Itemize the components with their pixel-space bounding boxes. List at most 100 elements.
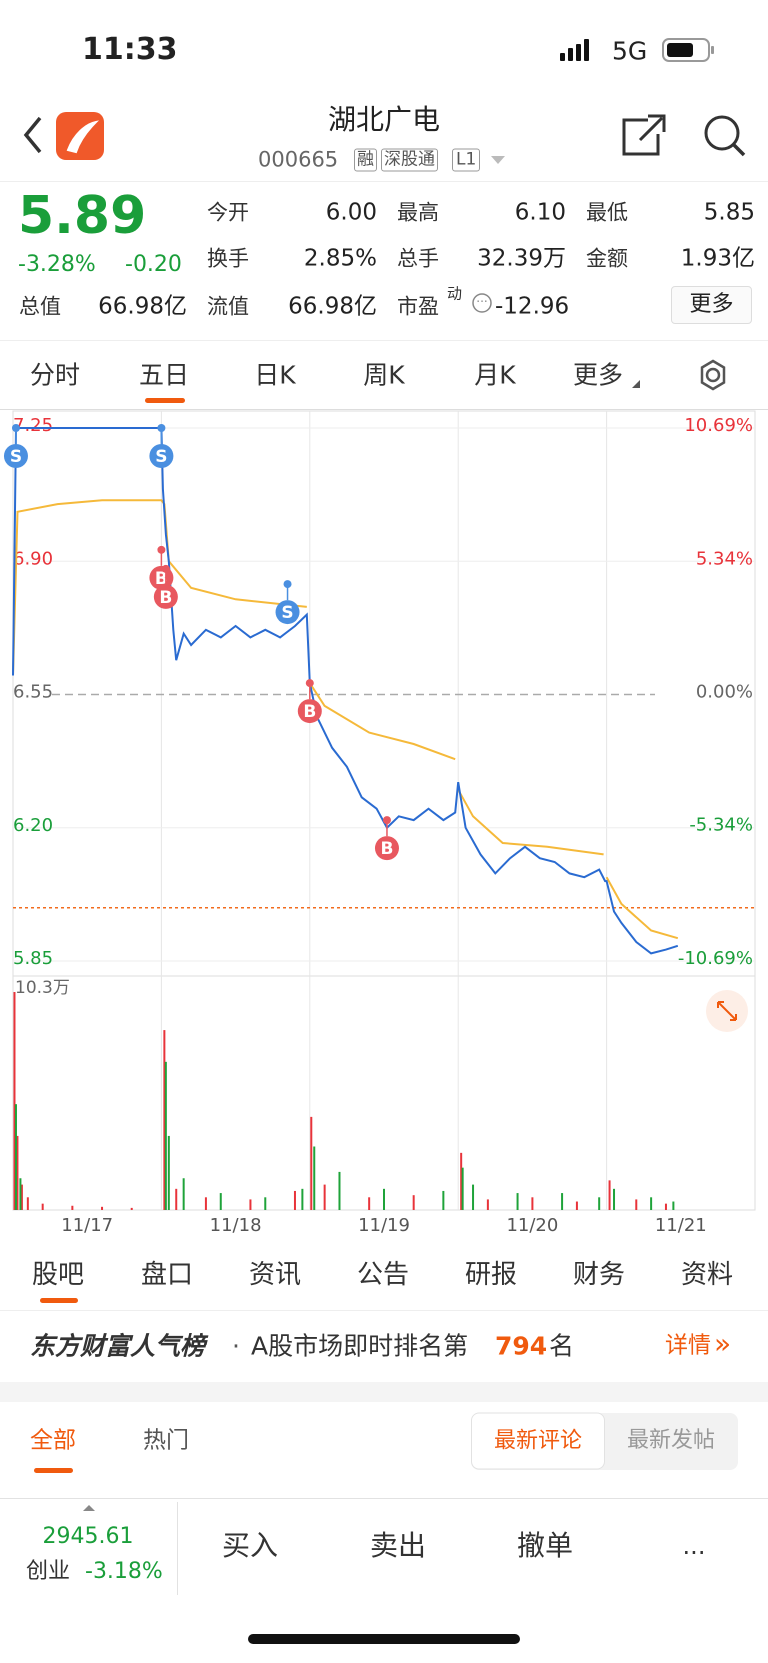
x-tick-label: 11/17 [61,1215,113,1236]
sell-button[interactable]: 卖出 [369,1529,427,1562]
tag: 融 [354,148,377,172]
toolbar-divider [177,1502,178,1595]
volume-bar [71,1205,74,1210]
volume-bar [310,1116,313,1210]
status-icons [560,38,714,62]
more-button[interactable]: 更多 [671,286,752,324]
x-tick-label: 11/18 [210,1215,262,1236]
share-button[interactable] [622,118,660,156]
filter[interactable]: 热门 [143,1427,189,1454]
section-tab-active[interactable]: 股吧 [31,1260,85,1290]
stat-label: 总手 [397,246,439,271]
tag: L1 [452,148,481,172]
volume-bar [175,1188,178,1210]
volume-bar [664,1203,667,1210]
section-tab[interactable]: 研报 [464,1260,518,1290]
trade-point [283,580,292,589]
volume-bar [130,1207,133,1210]
volume-bar [635,1199,638,1210]
section-tab[interactable]: 资料 [680,1260,734,1290]
tag: 深股通 [381,148,438,172]
stat-label: 最高 [397,200,439,225]
sort-option[interactable]: 最新发帖 [626,1428,716,1453]
search-button[interactable] [704,115,740,151]
filter-underline [34,1468,73,1473]
chart-tab[interactable]: 分时 [29,360,81,390]
stat-value: 2.85% [303,245,377,272]
trade-label: S [155,447,167,467]
stat-value: -12.96 [495,293,570,320]
volume-bar [313,1146,316,1210]
chart-tab[interactable]: 日K [254,360,296,390]
section-gap [0,1382,768,1402]
five-day-chart: 11/17 11/18 11/19 11/20 11/21 7.25 6.90 6.55 6.2… [3,410,756,1236]
tab-underline [40,1298,78,1303]
y2-tick-label: 0.00% [696,682,753,703]
sort-active[interactable]: 最新评论 [471,1412,605,1470]
trade-badge [275,600,300,625]
divider [0,1310,768,1311]
cancel-button[interactable]: 撤单 [516,1529,574,1562]
battery [662,38,710,62]
trade-label: S [281,603,293,623]
trade-badge [153,584,178,609]
signal-bar [576,44,581,61]
section-tab[interactable]: 公告 [356,1260,410,1290]
trade-badge [149,444,174,468]
section-tab[interactable]: 盘口 [140,1260,194,1290]
section-tab[interactable]: 资讯 [248,1260,302,1290]
volume-bar [412,1195,415,1210]
volume-bar [650,1197,653,1210]
info-circle [472,293,492,313]
index-name: 创业 [26,1559,71,1584]
info-icon[interactable]: ··· [471,292,493,314]
chart-tab[interactable]: 月K [474,360,516,390]
index-arrow [83,1505,95,1511]
volume-bar [531,1197,534,1210]
popularity-text: A股市场即时排名第 [251,1331,469,1361]
volume-bar [293,1190,296,1210]
volume-bar [264,1197,267,1210]
back-button[interactable] [23,116,42,154]
trade-badge [3,444,28,468]
volume-bar [516,1193,519,1210]
popularity-text: 名 [549,1331,575,1361]
volume-bar [575,1201,578,1210]
change-pct: -3.28% [18,252,96,277]
chart-tab[interactable]: 更多 [572,360,624,390]
volume-bar [26,1197,29,1210]
filter-active[interactable]: 全部 [30,1427,76,1454]
volume-bar [204,1197,207,1210]
share-arrow [638,114,666,142]
trade-label: B [155,569,168,589]
y-tick-label: 7.25 [13,415,53,436]
details-link[interactable]: 详情 [665,1332,711,1359]
chart-tab-active[interactable]: 五日 [138,360,190,390]
divider [0,1498,768,1499]
home-indicator [248,1634,520,1644]
triangle [83,1505,95,1511]
x-tick-label: 11/19 [358,1215,410,1236]
y2-tick-label: -10.69% [678,948,753,969]
trade-point [382,816,391,825]
volume-bar [249,1199,252,1210]
more-actions[interactable]: ... [682,1532,706,1560]
divider [0,409,768,410]
popularity-brand: 东方财富人气榜 [30,1331,206,1361]
y2-tick-label: 5.34% [696,548,753,569]
settings-button[interactable] [696,358,730,392]
chart-tab[interactable]: 周K [363,360,405,390]
dropdown-arrow[interactable] [491,156,505,164]
volume-bar [41,1203,44,1210]
stat-label: 市盈 [397,294,439,319]
volume-bar [461,1167,464,1210]
volume-bar [14,1104,17,1210]
buy-button[interactable]: 买入 [221,1529,279,1562]
expand-icon [717,1001,737,1021]
trade-label: B [159,588,172,608]
trade-point [11,424,20,432]
section-tab[interactable]: 财务 [572,1260,626,1290]
trade-point [157,545,166,554]
volume-bar [163,1030,166,1210]
volume-bar [323,1184,326,1210]
